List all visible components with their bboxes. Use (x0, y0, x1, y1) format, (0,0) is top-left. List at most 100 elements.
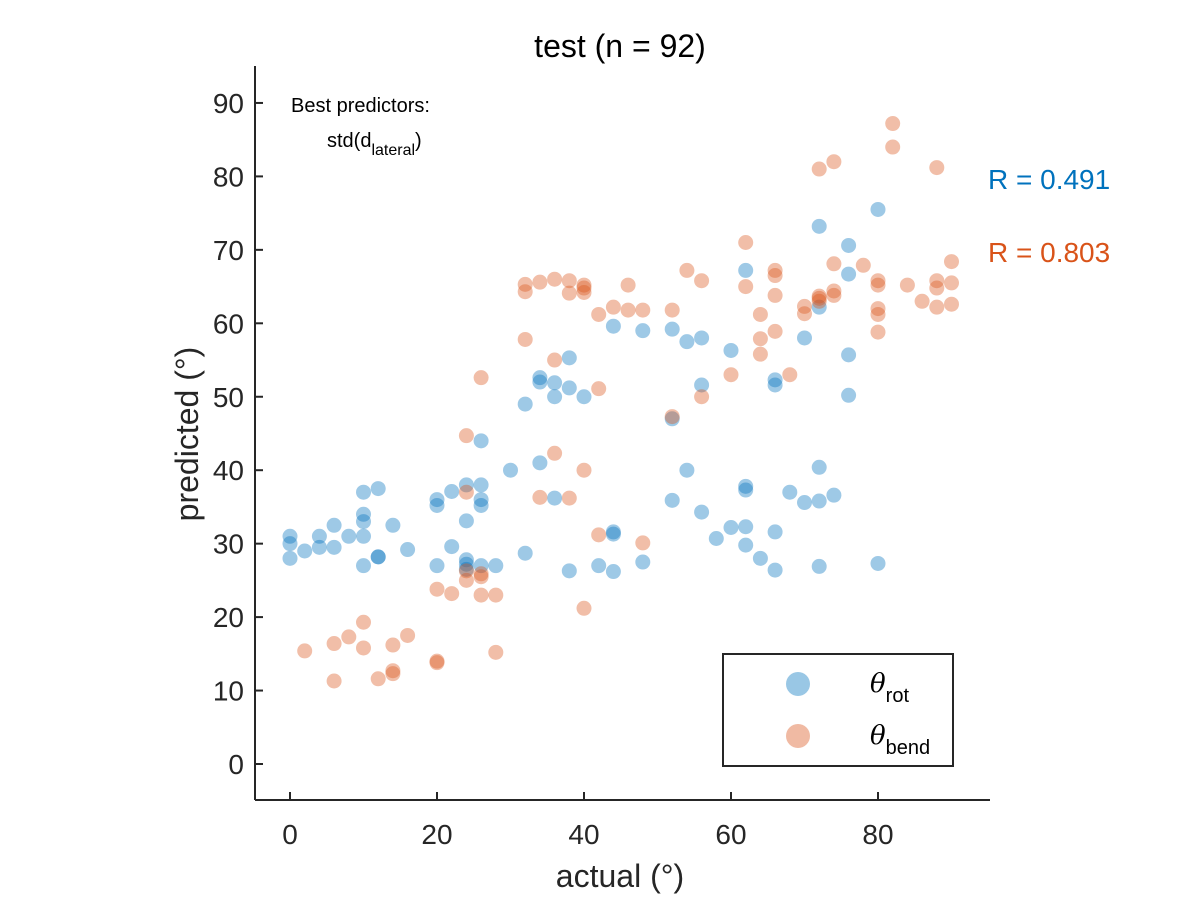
data-point-bend (458, 572, 474, 588)
data-point-bend (605, 299, 621, 315)
data-point-rot (547, 375, 563, 391)
data-point-bend (591, 306, 607, 322)
data-point-bend (694, 389, 710, 405)
data-point-rot (811, 299, 827, 315)
data-point-rot (473, 477, 489, 493)
data-point-bend (885, 139, 901, 155)
data-point-bend (885, 116, 901, 132)
annotation-line1: Best predictors: (291, 95, 430, 117)
data-point-bend (561, 285, 577, 301)
data-point-bend (944, 275, 959, 291)
chart-title: test (n = 92) (534, 28, 706, 64)
data-point-rot (297, 543, 313, 559)
data-point-rot (635, 554, 651, 570)
data-point-rot (547, 389, 563, 405)
data-point-bend (944, 254, 959, 270)
data-point-rot (664, 321, 680, 337)
data-point-bend (591, 381, 607, 397)
data-point-bend (341, 629, 357, 645)
data-point-bend (547, 352, 563, 368)
data-point-bend (429, 655, 445, 671)
data-point-bend (797, 298, 812, 314)
data-point-bend (855, 257, 871, 273)
data-point-rot (532, 370, 548, 386)
data-point-bend (488, 644, 504, 660)
data-point-rot (738, 478, 754, 494)
data-point-rot (561, 380, 577, 396)
data-point-bend (929, 273, 945, 289)
data-point-rot (752, 550, 768, 566)
data-point-bend (738, 279, 754, 295)
data-point-bend (870, 324, 886, 340)
data-point-bend (870, 273, 886, 289)
data-point-rot (429, 558, 445, 574)
data-point-bend (547, 271, 563, 287)
data-point-rot (797, 495, 812, 511)
data-point-rot (870, 201, 886, 217)
y-tick-label: 30 (213, 529, 244, 560)
data-point-bend (752, 346, 768, 362)
data-point-rot (767, 377, 783, 393)
y-tick-label: 50 (213, 382, 244, 413)
data-point-bend (576, 600, 592, 616)
data-point-rot (738, 262, 754, 278)
data-point-bend (752, 306, 768, 322)
data-point-rot (811, 218, 827, 234)
data-point-rot (458, 513, 474, 529)
data-point-rot (738, 482, 754, 498)
data-point-bend (914, 293, 930, 309)
data-point-bend (458, 563, 474, 579)
y-tick-label: 60 (213, 308, 244, 339)
data-point-bend (400, 627, 416, 643)
data-point-rot (356, 528, 371, 544)
data-point-rot (664, 492, 680, 508)
data-point-rot (473, 558, 489, 574)
y-tick-label: 10 (213, 676, 244, 707)
data-point-bend (694, 273, 710, 289)
data-point-bend (547, 445, 563, 461)
data-point-bend (635, 535, 651, 551)
data-point-bend (782, 367, 798, 383)
data-point-bend (767, 323, 783, 339)
data-point-bend (620, 302, 636, 318)
legend-subscript-bend: bend (886, 737, 931, 759)
data-point-bend (517, 284, 533, 300)
data-point-rot (282, 550, 298, 566)
legend-label-bend: θbend (870, 721, 930, 759)
data-point-bend (576, 280, 592, 296)
data-point-bend (811, 290, 827, 306)
r-value-rot: R = 0.491 (988, 164, 1110, 195)
data-point-bend (473, 587, 489, 603)
data-point-rot (429, 492, 445, 508)
data-point-bend (929, 299, 945, 315)
data-point-bend (826, 256, 842, 272)
data-point-bend (429, 653, 445, 669)
data-point-rot (694, 377, 710, 393)
data-point-bend (385, 666, 401, 682)
data-point-rot (400, 542, 416, 558)
y-tick-label: 0 (228, 749, 244, 780)
legend-marker-rot (786, 672, 810, 696)
data-point-rot (444, 484, 460, 500)
data-point-bend (929, 280, 945, 296)
data-point-rot (605, 524, 621, 540)
data-point-bend (767, 287, 783, 303)
data-point-bend (738, 235, 754, 251)
data-point-bend (591, 527, 607, 543)
data-point-rot (561, 350, 577, 366)
data-point-rot (282, 536, 298, 552)
data-point-bend (826, 287, 842, 303)
data-point-rot (576, 389, 592, 405)
data-point-rot (723, 519, 739, 535)
data-point-bend (326, 636, 342, 652)
data-point-rot (356, 558, 371, 574)
y-tick-label: 40 (213, 455, 244, 486)
data-point-bend (620, 277, 636, 293)
annotation-line2: std(dlateral) (327, 130, 422, 159)
data-point-rot (723, 342, 739, 358)
x-tick-label: 80 (862, 819, 893, 850)
data-point-rot (458, 477, 474, 493)
data-point-bend (473, 370, 489, 386)
data-point-rot (326, 517, 342, 533)
